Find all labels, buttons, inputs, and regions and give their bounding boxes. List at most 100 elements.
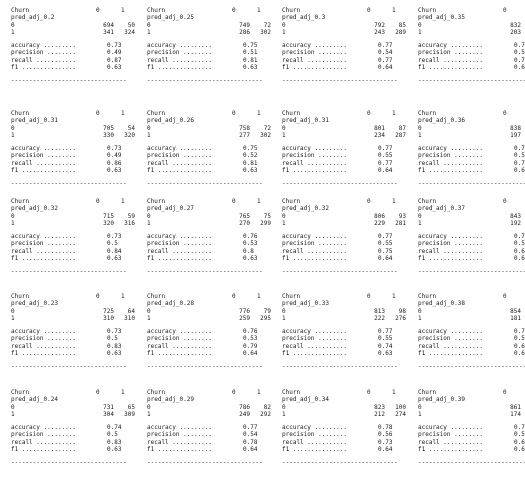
metric-value: 0.63 bbox=[107, 64, 122, 72]
metric-label: f1 ............... bbox=[11, 350, 77, 358]
metric-value: 0.49 bbox=[107, 152, 122, 160]
metric-label: precision ........ bbox=[418, 335, 484, 343]
metric-label: precision ........ bbox=[147, 49, 213, 57]
cell-value: 832 bbox=[510, 21, 521, 29]
row-label: 1 bbox=[147, 410, 151, 418]
metric-value: 0.56 bbox=[378, 431, 393, 439]
metric-label: precision ........ bbox=[418, 431, 484, 439]
metric-label: recall ........... bbox=[11, 159, 77, 167]
metrics-block: Churn01pred_adj_0.3708431171192257accura… bbox=[418, 198, 525, 276]
table-row: 1203269 bbox=[418, 29, 525, 36]
column-0-header: 0 bbox=[367, 7, 371, 14]
accuracy-line: accuracy ......... 0.73 bbox=[11, 233, 129, 240]
recall-line: recall ........... 0.78 bbox=[147, 439, 265, 446]
cell-value: 50 bbox=[127, 21, 135, 29]
f1-line: f1 ............... 0.62 bbox=[418, 446, 525, 453]
metrics-block: Churn 0 1 pred_adj_0.24 0 731 65 1 304 309 accurac… bbox=[11, 389, 135, 467]
metric-value: 0.78 bbox=[514, 42, 525, 50]
threshold-name: pred_adj_0.38 bbox=[418, 300, 465, 308]
churn-label: Churn bbox=[282, 389, 301, 396]
metrics-block: Churn01pred_adj_0.3908611361174248accura… bbox=[418, 389, 525, 467]
metric-label: recall ........... bbox=[418, 342, 484, 350]
row-label: 0 bbox=[282, 124, 286, 132]
f1-line: f1 ............... 0.63 bbox=[11, 64, 129, 71]
metric-value: 0.83 bbox=[107, 342, 122, 350]
column-0-header: 0 bbox=[232, 389, 236, 396]
recall-line: recall ........... 0.81 bbox=[147, 160, 265, 167]
row-label: 0 bbox=[418, 124, 422, 132]
row-label: 0 bbox=[11, 21, 15, 29]
metric-value: 0.74 bbox=[378, 342, 393, 350]
metric-value: 0.77 bbox=[378, 56, 393, 64]
cell-value: 758 bbox=[239, 124, 250, 132]
recall-line: recall ........... 0.72 bbox=[418, 57, 525, 64]
metric-label: recall ........... bbox=[147, 342, 213, 350]
cell-value: 330 bbox=[103, 131, 114, 139]
cell-value: 98 bbox=[398, 307, 406, 315]
churn-label: Churn bbox=[147, 293, 166, 300]
churn-label: Churn bbox=[147, 389, 166, 396]
metric-label: recall ........... bbox=[282, 159, 348, 167]
table-row: 1192257 bbox=[418, 220, 525, 227]
metric-label: precision ........ bbox=[282, 431, 348, 439]
threshold-name: pred_adj_0.29 bbox=[147, 396, 194, 404]
metric-value: 0.52 bbox=[243, 152, 258, 160]
table-row: 0843117 bbox=[418, 213, 525, 220]
row-label: 0 bbox=[11, 124, 15, 132]
churn-label: Churn bbox=[147, 110, 166, 117]
metric-value: 0.64 bbox=[378, 255, 393, 263]
cell-value: 64 bbox=[127, 307, 135, 315]
metric-label: recall ........... bbox=[418, 56, 484, 64]
table-row: 1 270 299 bbox=[147, 220, 271, 227]
metric-value: 0.5 bbox=[107, 240, 118, 248]
row-label: 0 bbox=[282, 21, 286, 29]
column-1-header: 1 bbox=[392, 389, 396, 396]
divider-rule: -------------------------------- bbox=[147, 363, 263, 371]
row-label: 1 bbox=[11, 28, 15, 36]
metric-value: 0.75 bbox=[378, 247, 393, 255]
cell-value: 249 bbox=[239, 410, 250, 418]
metric-label: precision ........ bbox=[282, 335, 348, 343]
metric-value: 0.79 bbox=[243, 342, 258, 350]
metric-value: 0.5 bbox=[107, 335, 118, 343]
accuracy-line: accuracy ......... 0.76 bbox=[147, 233, 265, 240]
column-1-header: 1 bbox=[121, 198, 125, 205]
metric-label: accuracy ......... bbox=[147, 233, 213, 241]
metric-label: precision ........ bbox=[147, 240, 213, 248]
metric-label: precision ........ bbox=[418, 240, 484, 248]
cell-value: 234 bbox=[374, 131, 385, 139]
table-row: 1 222 276 bbox=[282, 315, 406, 322]
metric-value: 0.8 bbox=[243, 247, 254, 255]
table-row: 0 776 79 bbox=[147, 308, 271, 315]
metric-label: accuracy ......... bbox=[282, 328, 348, 336]
cell-value: 320 bbox=[103, 219, 114, 227]
column-0-header: 0 bbox=[503, 293, 507, 300]
metrics-block: Churn 0 1 pred_adj_0.32 0 715 59 1 320 316 accurac… bbox=[11, 198, 135, 276]
precision-line: precision ........ 0.57 bbox=[418, 49, 525, 56]
metrics-block: Churn 0 1 pred_adj_0.2 0 694 50 1 341 324 accuracy… bbox=[11, 7, 135, 85]
metric-label: f1 ............... bbox=[418, 446, 484, 454]
cell-value: 79 bbox=[263, 307, 271, 315]
metrics-block: Churn 0 1 pred_adj_0.29 0 786 82 1 249 292 accurac… bbox=[147, 389, 271, 467]
metrics-block: Churn01pred_adj_0.3508321051203269accura… bbox=[418, 7, 525, 85]
table-row: 0 823 100 bbox=[282, 404, 406, 411]
metric-label: f1 ............... bbox=[282, 64, 348, 72]
metric-value: 0.57 bbox=[514, 152, 525, 160]
threshold-name: pred_adj_0.28 bbox=[147, 300, 194, 308]
row-label: 1 bbox=[418, 131, 422, 139]
cell-value: 203 bbox=[510, 28, 521, 36]
threshold-name: pred_adj_0.2 bbox=[11, 14, 55, 22]
metric-label: f1 ............... bbox=[418, 350, 484, 358]
accuracy-line: accuracy ......... 0.77 bbox=[282, 42, 400, 49]
threshold-name: pred_adj_0.35 bbox=[418, 14, 465, 22]
cell-value: 765 bbox=[239, 212, 250, 220]
divider-rule: -------------------------------- bbox=[418, 180, 525, 188]
metric-value: 0.68 bbox=[514, 342, 525, 350]
churn-label: Churn bbox=[11, 293, 30, 300]
accuracy-line: accuracy ......... 0.77 bbox=[282, 145, 400, 152]
row-label: 1 bbox=[147, 131, 151, 139]
